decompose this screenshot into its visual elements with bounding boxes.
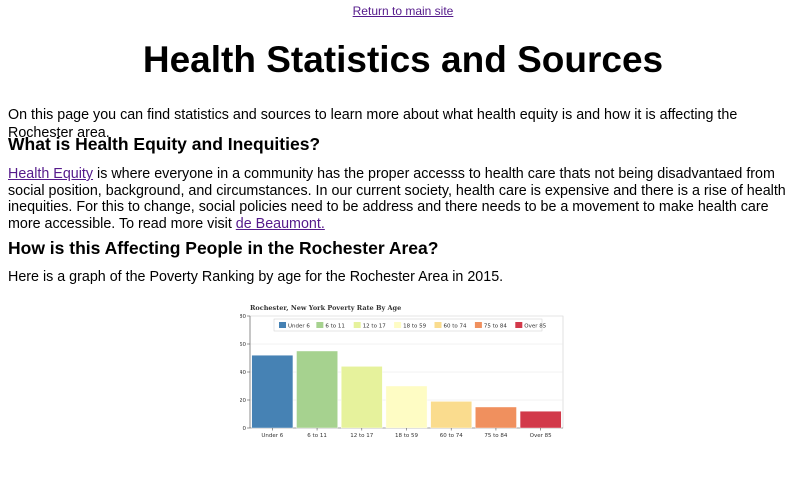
x-tick-label: 60 to 74 — [440, 433, 464, 439]
x-tick-label: 18 to 59 — [395, 433, 419, 439]
bar-18-to-59 — [385, 385, 428, 429]
legend-label: 12 to 17 — [363, 323, 387, 329]
intro-text: On this page you can find statistics and… — [8, 107, 738, 141]
legend-label: 75 to 84 — [484, 323, 508, 329]
x-tick-label: Under 6 — [261, 433, 283, 439]
bar-60-to-74 — [430, 401, 472, 429]
legend-swatch — [353, 322, 361, 328]
legend-swatch — [474, 322, 482, 328]
y-tick-label: 80 — [240, 314, 246, 320]
chart-title: Rochester, New York Poverty Rate By Age — [250, 304, 401, 312]
legend-label: 18 to 59 — [403, 323, 427, 329]
health-equity-paragraph: Health Equity is where everyone in a com… — [8, 166, 798, 232]
y-tick-label: 60 — [240, 342, 246, 348]
x-tick-label: 75 to 84 — [484, 433, 508, 439]
y-tick-label: 40 — [240, 370, 246, 376]
legend-swatch — [434, 322, 442, 328]
graph-intro-text: Here is a graph of the Poverty Ranking b… — [8, 269, 504, 285]
top-nav: Return to main site — [0, 4, 806, 18]
bar-12-to-17 — [341, 366, 383, 429]
legend-swatch — [279, 322, 286, 328]
health-equity-link[interactable]: Health Equity — [8, 166, 94, 182]
legend-swatch — [394, 322, 402, 328]
x-tick-label: Over 85 — [530, 433, 552, 439]
x-tick-label: 12 to 17 — [350, 433, 374, 439]
legend-label: 60 to 74 — [444, 323, 468, 329]
y-tick-label: 20 — [240, 398, 246, 404]
x-tick-label: 6 to 11 — [307, 433, 327, 439]
bar-6-to-11 — [296, 350, 338, 429]
bar-under-6 — [251, 355, 294, 429]
legend-label: Over 85 — [524, 323, 546, 329]
legend-swatch — [515, 322, 523, 328]
legend-swatch — [316, 322, 324, 328]
bar-over-85 — [519, 410, 562, 429]
legend-label: 6 to 11 — [325, 323, 345, 329]
health-equity-body: is where everyone in a community has the… — [8, 166, 786, 232]
section-heading-rochester: How is this Affecting People in the Roch… — [8, 238, 439, 258]
poverty-chart-svg: Rochester, New York Poverty Rate By Age … — [240, 304, 564, 439]
return-to-main-link[interactable]: Return to main site — [352, 4, 454, 18]
bar-75-to-84 — [475, 406, 517, 429]
legend-label: Under 6 — [288, 323, 310, 329]
y-tick-label: 0 — [243, 426, 247, 432]
poverty-chart: Rochester, New York Poverty Rate By Age … — [240, 300, 570, 445]
section-heading-health-equity: What is Health Equity and Inequities? — [8, 134, 321, 154]
de-beaumont-link[interactable]: de Beaumont. — [235, 215, 325, 232]
page-title: Health Statistics and Sources — [142, 39, 664, 80]
